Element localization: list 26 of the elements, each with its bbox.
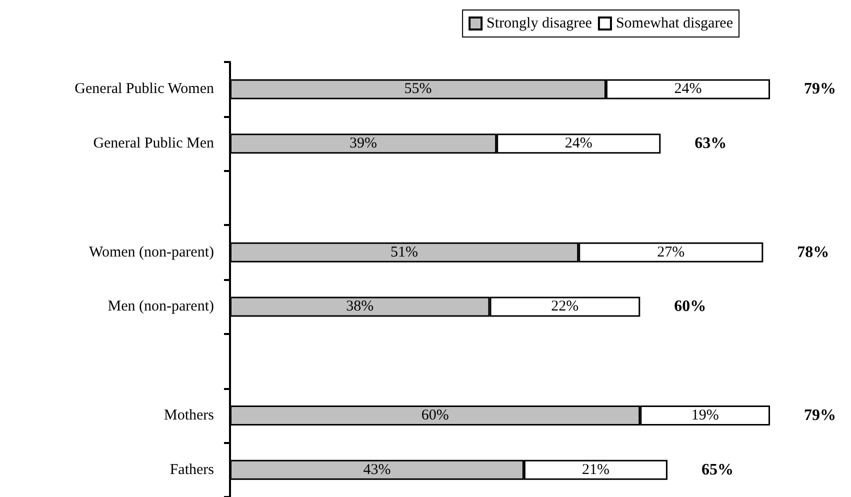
total-label: 60% [674,298,706,316]
total-label: 78% [797,244,830,261]
legend-label: Strongly disagree [486,16,592,32]
data-label: 24% [564,136,592,152]
total-label: 79% [804,80,836,98]
data-label: 27% [657,244,685,260]
data-label: 51% [390,244,418,260]
total-label: 65% [701,461,734,478]
data-label: 22% [551,298,579,315]
data-label: 39% [350,136,378,152]
y-tick-label: Women (non-parent) [89,244,214,260]
total-label: 79% [804,406,836,424]
data-label: 21% [582,462,610,478]
legend-label: Somewhat disgaree [616,16,734,32]
y-tick-label: Fathers [170,462,214,478]
data-label: 43% [363,462,391,478]
y-tick-label: General Public Men [93,136,214,152]
data-label: 60% [421,407,449,424]
data-label: 38% [346,298,374,315]
y-tick-label: General Public Women [74,81,214,98]
data-label: 19% [691,407,719,424]
total-label: 63% [694,135,727,152]
data-label: 55% [404,81,432,98]
data-label: 24% [674,81,702,98]
y-tick-label: Mothers [164,407,214,424]
y-tick-label: Men (non-parent) [108,298,214,315]
